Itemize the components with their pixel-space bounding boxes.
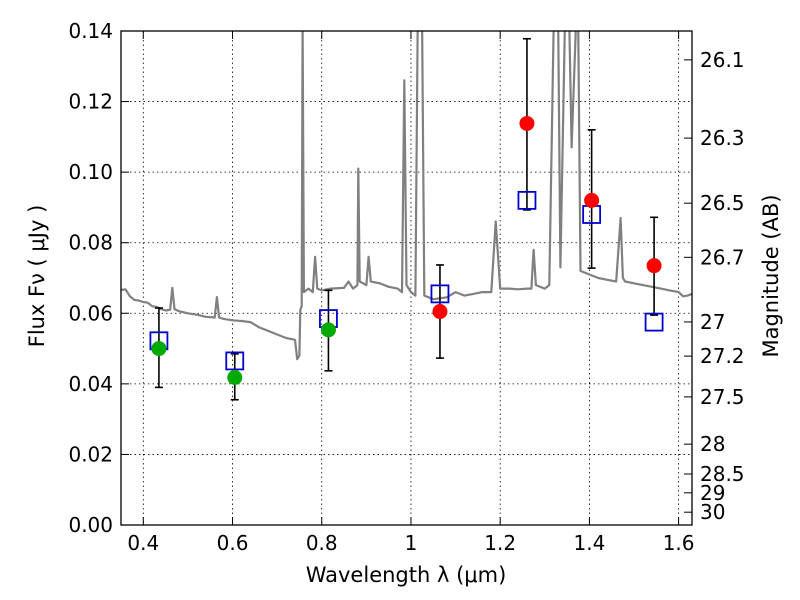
plot-frame [120,30,693,526]
model-square-point [430,284,450,304]
x-tick-label: 1.4 [573,531,605,555]
y2-tick-label: 26.5 [700,191,745,215]
x-tick-label: 1.6 [663,531,695,555]
y2-tick-label: 26.1 [700,48,745,72]
infrared-data-point [519,115,535,131]
y-tick-label: 0.12 [68,90,113,114]
model-square-point [517,190,537,210]
y-tick-label: 0.14 [68,19,113,43]
y2-tick-label: 26.3 [700,126,745,150]
y2-tick-label: 26.7 [700,245,745,269]
y2-tick-label: 27 [700,310,725,334]
model-square-point [644,312,664,332]
infrared-data-point [584,192,600,208]
y-axis-label: Flux Fν ( μJy ) [25,205,49,348]
y2-tick-label: 27.5 [700,385,745,409]
y2-tick-label: 28 [700,432,725,456]
optical-data-point [227,370,243,386]
y-tick-label: 0.04 [68,372,113,396]
y2-tick-label: 28.5 [700,462,745,486]
x-tick-label: 1.2 [484,531,516,555]
x-tick-label: 0.4 [127,531,159,555]
y-tick-label: 0.10 [68,160,113,184]
infrared-data-point [432,304,448,320]
y2-tick-label: 27.2 [700,344,745,368]
y-tick-label: 0.08 [68,231,113,255]
x-tick-label: 0.8 [306,531,338,555]
optical-data-point [151,341,167,357]
x-tick-label: 1 [405,531,418,555]
y2-axis-label: Magnitude (AB) [759,194,783,357]
spectrum-line [121,31,692,361]
y-tick-label: 0.00 [68,513,113,537]
x-tick-label: 0.6 [217,531,249,555]
y-axis-left: 0.00 0.02 0.04 0.06 0.08 0.10 0.12 0.14 [68,19,129,537]
y-tick-label: 0.06 [68,301,113,325]
plot-content [121,31,692,401]
y2-tick-label: 30 [700,500,725,524]
x-axis: 0.4 0.6 0.8 1 1.2 1.4 1.6 [127,31,695,555]
y2-tick-label: 29 [700,481,725,505]
y-tick-label: 0.02 [68,442,113,466]
model-square-point [225,351,245,371]
optical-data-point [320,322,336,338]
x-axis-label: Wavelength λ (μm) [306,563,507,587]
infrared-data-point [646,258,662,274]
